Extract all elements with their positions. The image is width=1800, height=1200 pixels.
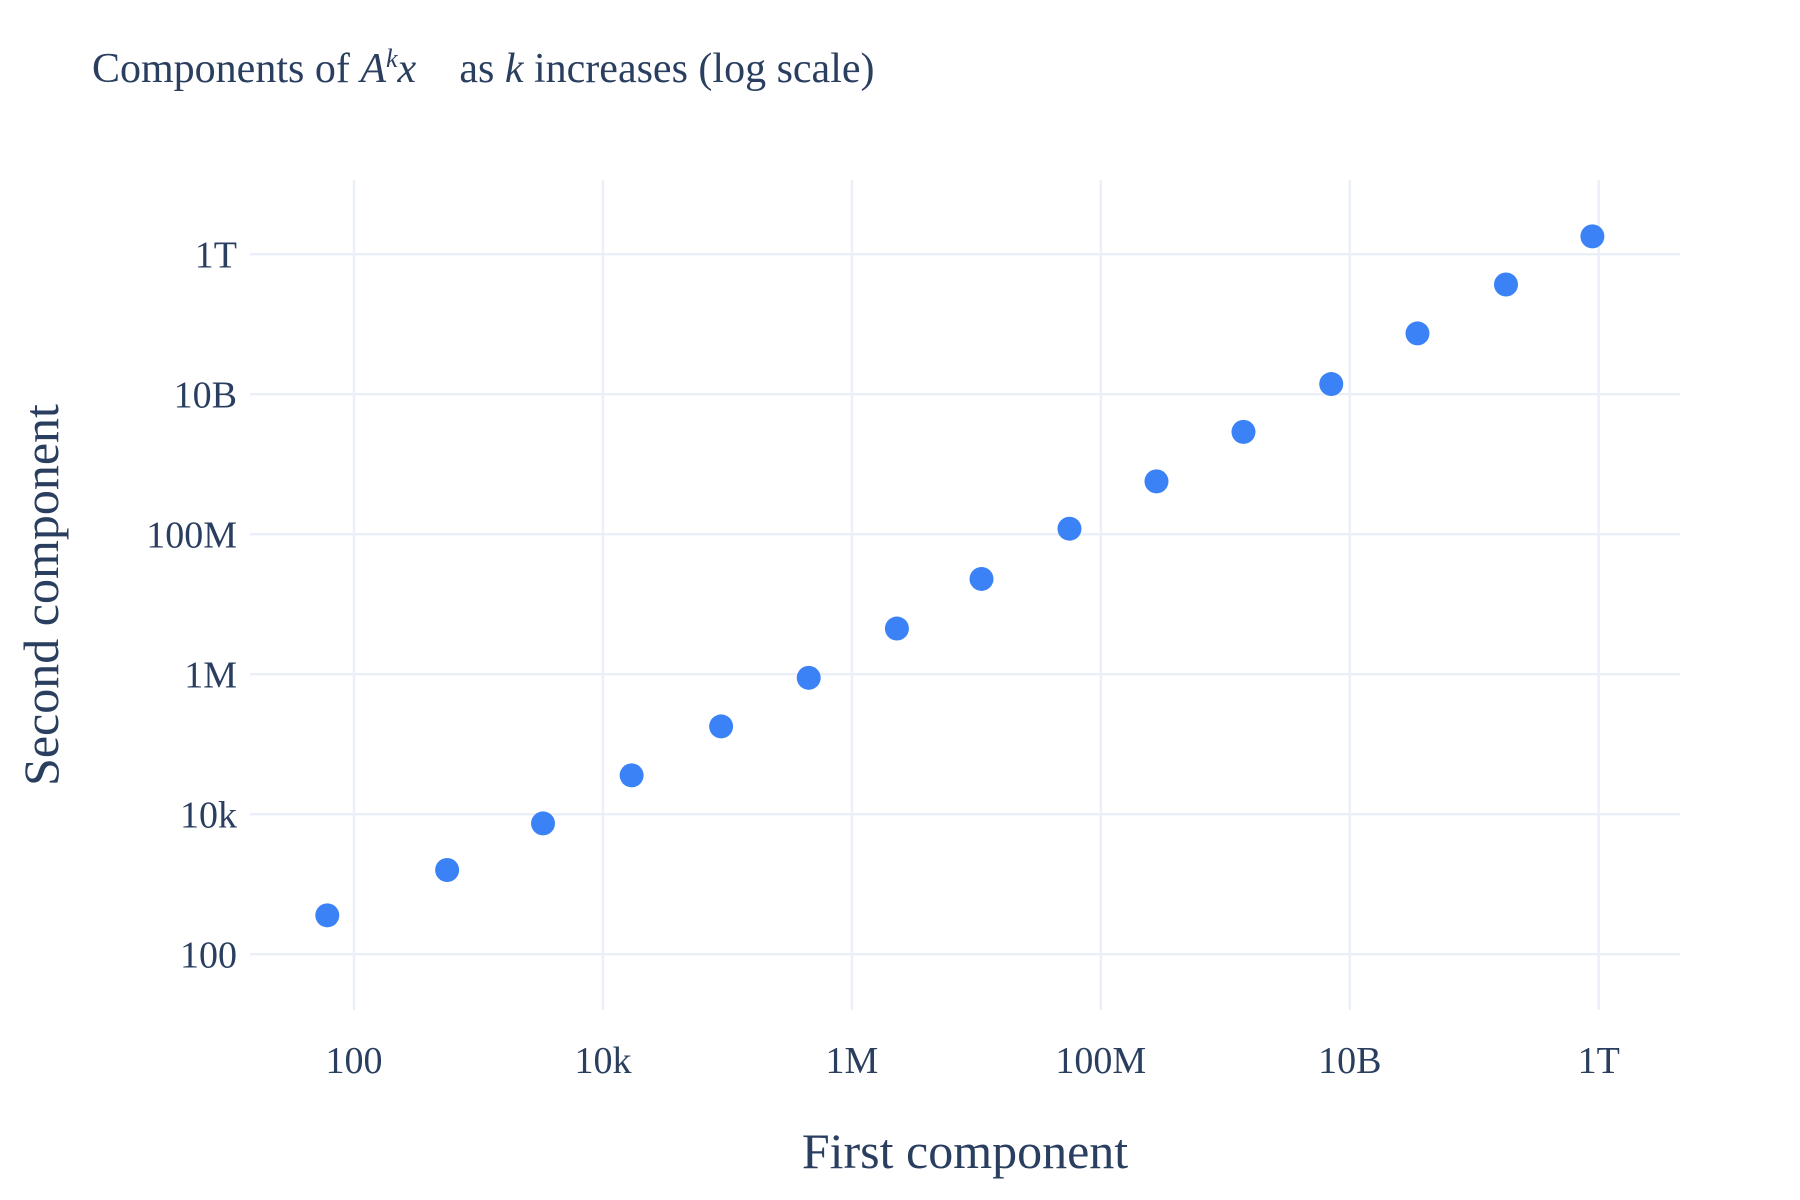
x-tick-label: 100 xyxy=(326,1040,383,1082)
tick-labels: 100 10k 1M 100M 10B 1T 100 10k 1M 100M 10B 1T xyxy=(146,234,1620,1082)
data-point[interactable] xyxy=(1580,224,1605,249)
x-axis-title: First component xyxy=(802,1123,1128,1179)
y-tick-label: 100M xyxy=(146,514,237,556)
y-tick-label: 1T xyxy=(195,234,237,276)
data-point[interactable] xyxy=(619,763,644,788)
title-vector: x⃗ xyxy=(397,46,449,92)
title-text: increases (log scale) xyxy=(523,46,875,92)
y-tick-label: 100 xyxy=(180,934,237,976)
data-point[interactable] xyxy=(969,566,994,591)
data-points xyxy=(315,224,1605,928)
grid xyxy=(250,180,1680,1010)
data-point[interactable] xyxy=(531,811,556,836)
x-tick-label: 1T xyxy=(1578,1040,1620,1082)
title-text: as xyxy=(448,46,505,92)
data-point[interactable] xyxy=(884,616,909,641)
y-tick-label: 10B xyxy=(174,374,237,416)
title-exponent: k xyxy=(385,44,398,73)
x-tick-label: 10k xyxy=(574,1040,631,1082)
data-point[interactable] xyxy=(435,857,460,882)
title-text: Components of xyxy=(92,46,361,92)
data-point[interactable] xyxy=(1319,372,1344,397)
x-tick-label: 100M xyxy=(1055,1040,1146,1082)
data-point[interactable] xyxy=(1144,469,1169,494)
title-matrix: A xyxy=(360,46,386,92)
data-point[interactable] xyxy=(1057,516,1082,541)
title-k: k xyxy=(504,46,524,92)
data-point[interactable] xyxy=(315,903,340,928)
y-tick-label: 1M xyxy=(184,654,237,696)
y-axis-title: Second component xyxy=(13,404,69,786)
data-point[interactable] xyxy=(1405,321,1430,346)
data-point[interactable] xyxy=(1494,272,1519,297)
data-point[interactable] xyxy=(1231,419,1256,444)
data-point[interactable] xyxy=(796,665,821,690)
y-tick-label: 10k xyxy=(180,794,237,836)
x-tick-label: 10B xyxy=(1318,1040,1381,1082)
data-point[interactable] xyxy=(709,714,734,739)
chart-title: Components of Akx⃗ as k increases (log s… xyxy=(92,44,875,93)
x-tick-label: 1M xyxy=(825,1040,878,1082)
